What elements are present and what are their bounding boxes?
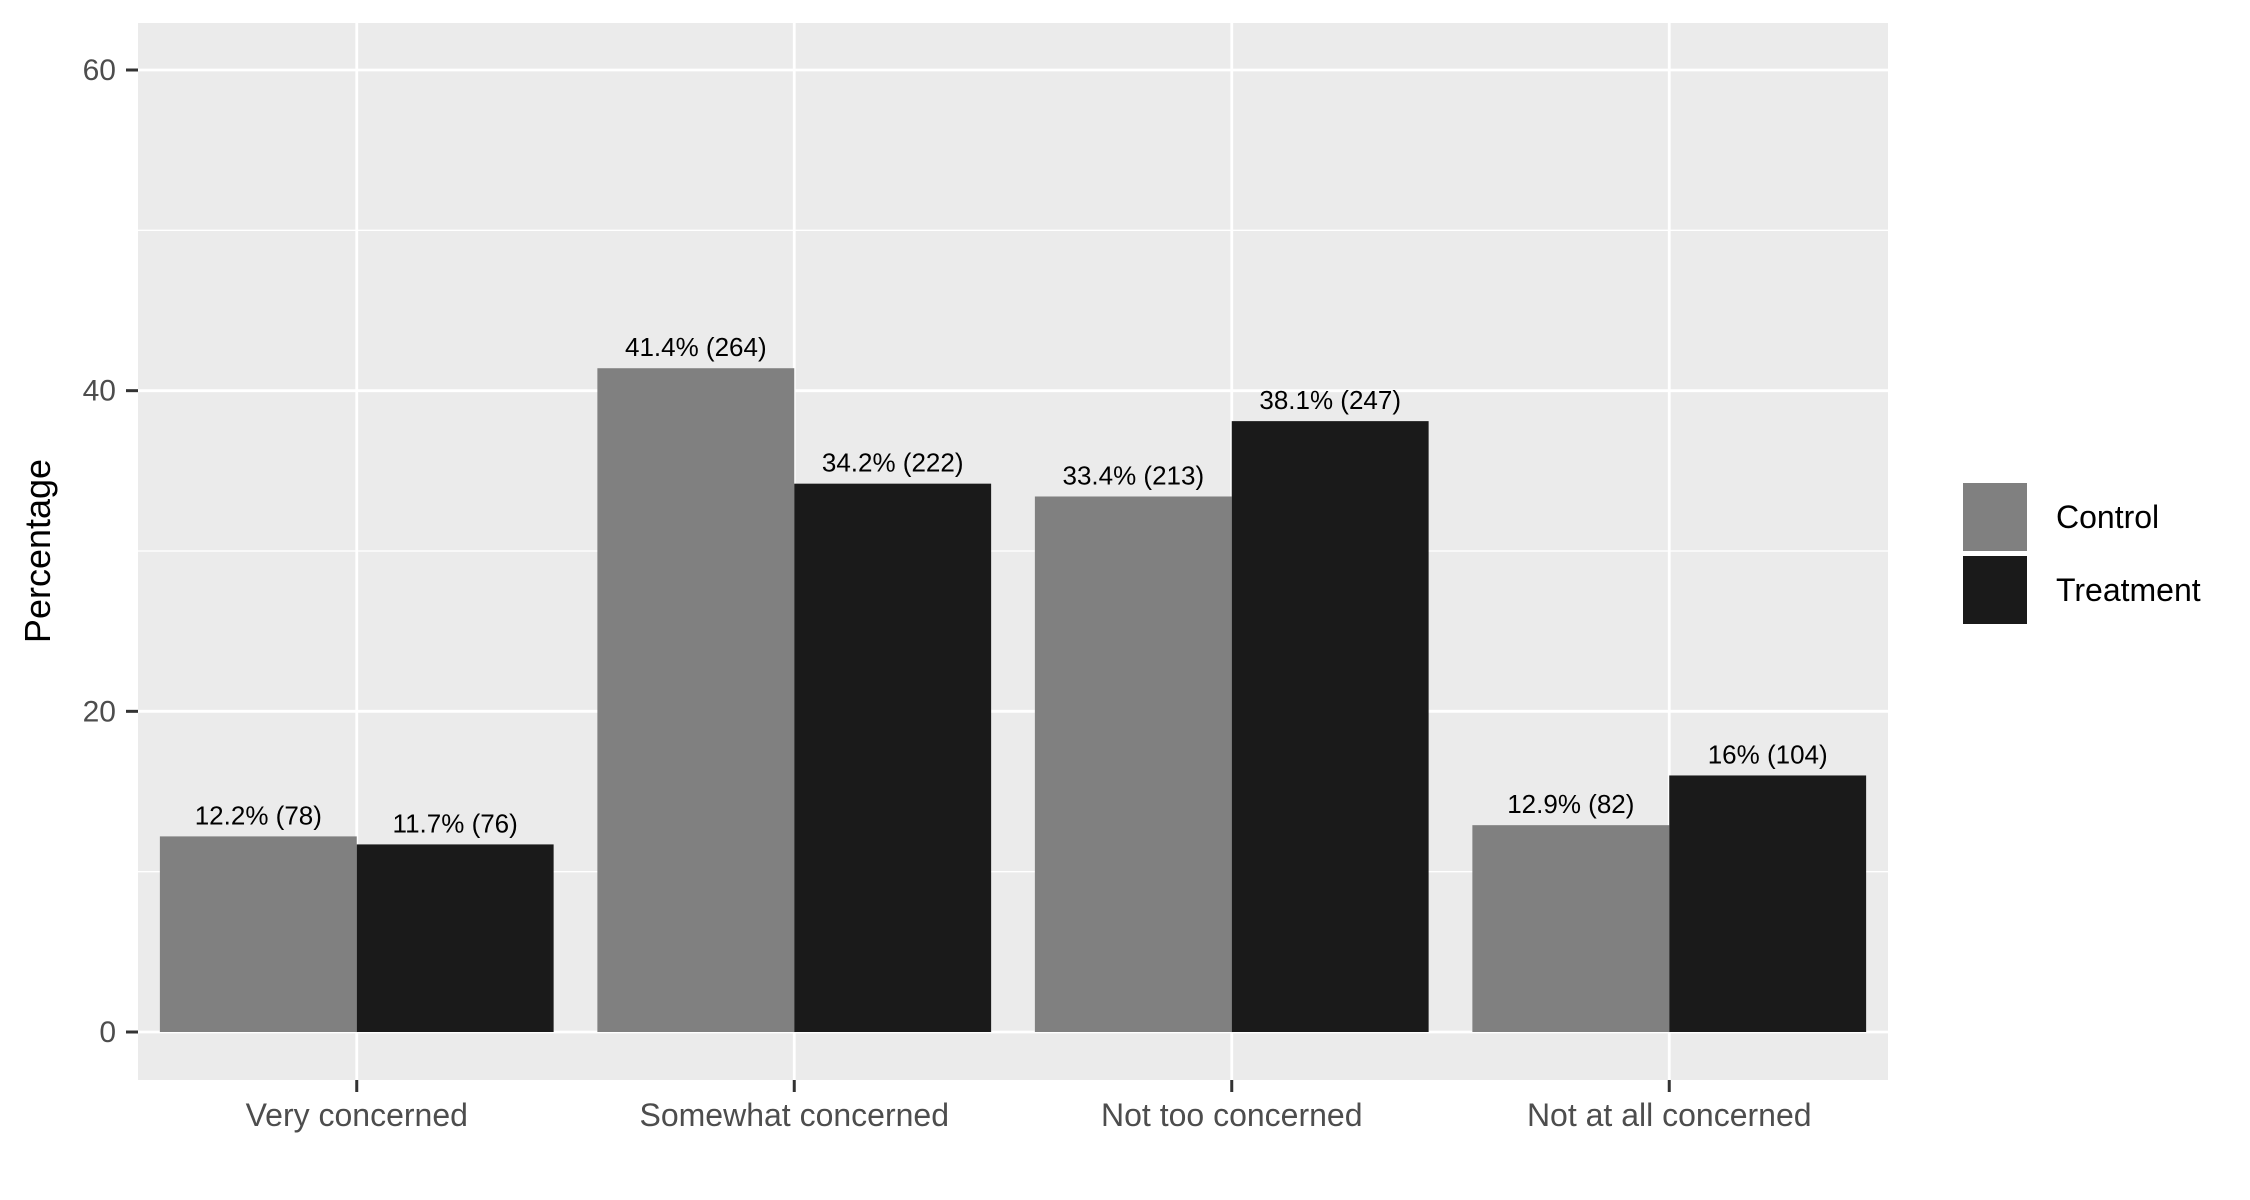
data-label: 38.1% (247) [1259,385,1401,415]
bar-control-1 [159,836,357,1032]
data-label: 41.4% (264) [625,332,767,362]
legend-label-treatment: Treatment [2056,572,2201,608]
data-label: 12.2% (78) [195,800,322,830]
bar-treatment-4 [1669,775,1867,1032]
legend-key-control [1961,481,2029,553]
data-label: 11.7% (76) [393,808,518,838]
bar-labels: 12.2% (78) 41.4% (264) 33.4% (213) 12.9% (8… [195,332,1828,838]
x-tick-label: Not too concerned [1101,1097,1363,1133]
legend-label-control: Control [2056,499,2159,535]
x-axis: Very concerned Somewhat concerned Not too … [246,1080,1812,1133]
y-tick-label: 0 [99,1016,116,1049]
y-axis-title: Percentage [17,459,58,643]
y-tick-label: 40 [83,375,116,408]
legend-key-treatment [1961,554,2029,626]
legend: Control Treatment [1961,481,2201,626]
bar-treatment-1 [356,844,554,1032]
y-tick-label: 20 [83,695,116,728]
bar-control-2 [597,368,795,1033]
data-label: 33.4% (213) [1062,460,1204,490]
data-label: 34.2% (222) [822,448,964,478]
y-axis: 0 20 40 60 [83,54,138,1049]
bar-treatment-3 [1231,421,1429,1032]
x-tick-label: Very concerned [246,1097,468,1133]
y-tick-label: 60 [83,54,116,87]
bars [159,368,1867,1033]
bar-treatment-2 [794,483,992,1032]
x-tick-label: Not at all concerned [1527,1097,1812,1133]
bar-control-4 [1472,825,1670,1032]
data-label: 16% (104) [1708,739,1828,769]
x-tick-label: Somewhat concerned [639,1097,949,1133]
bar-control-3 [1034,496,1232,1032]
data-label: 12.9% (82) [1507,789,1634,819]
